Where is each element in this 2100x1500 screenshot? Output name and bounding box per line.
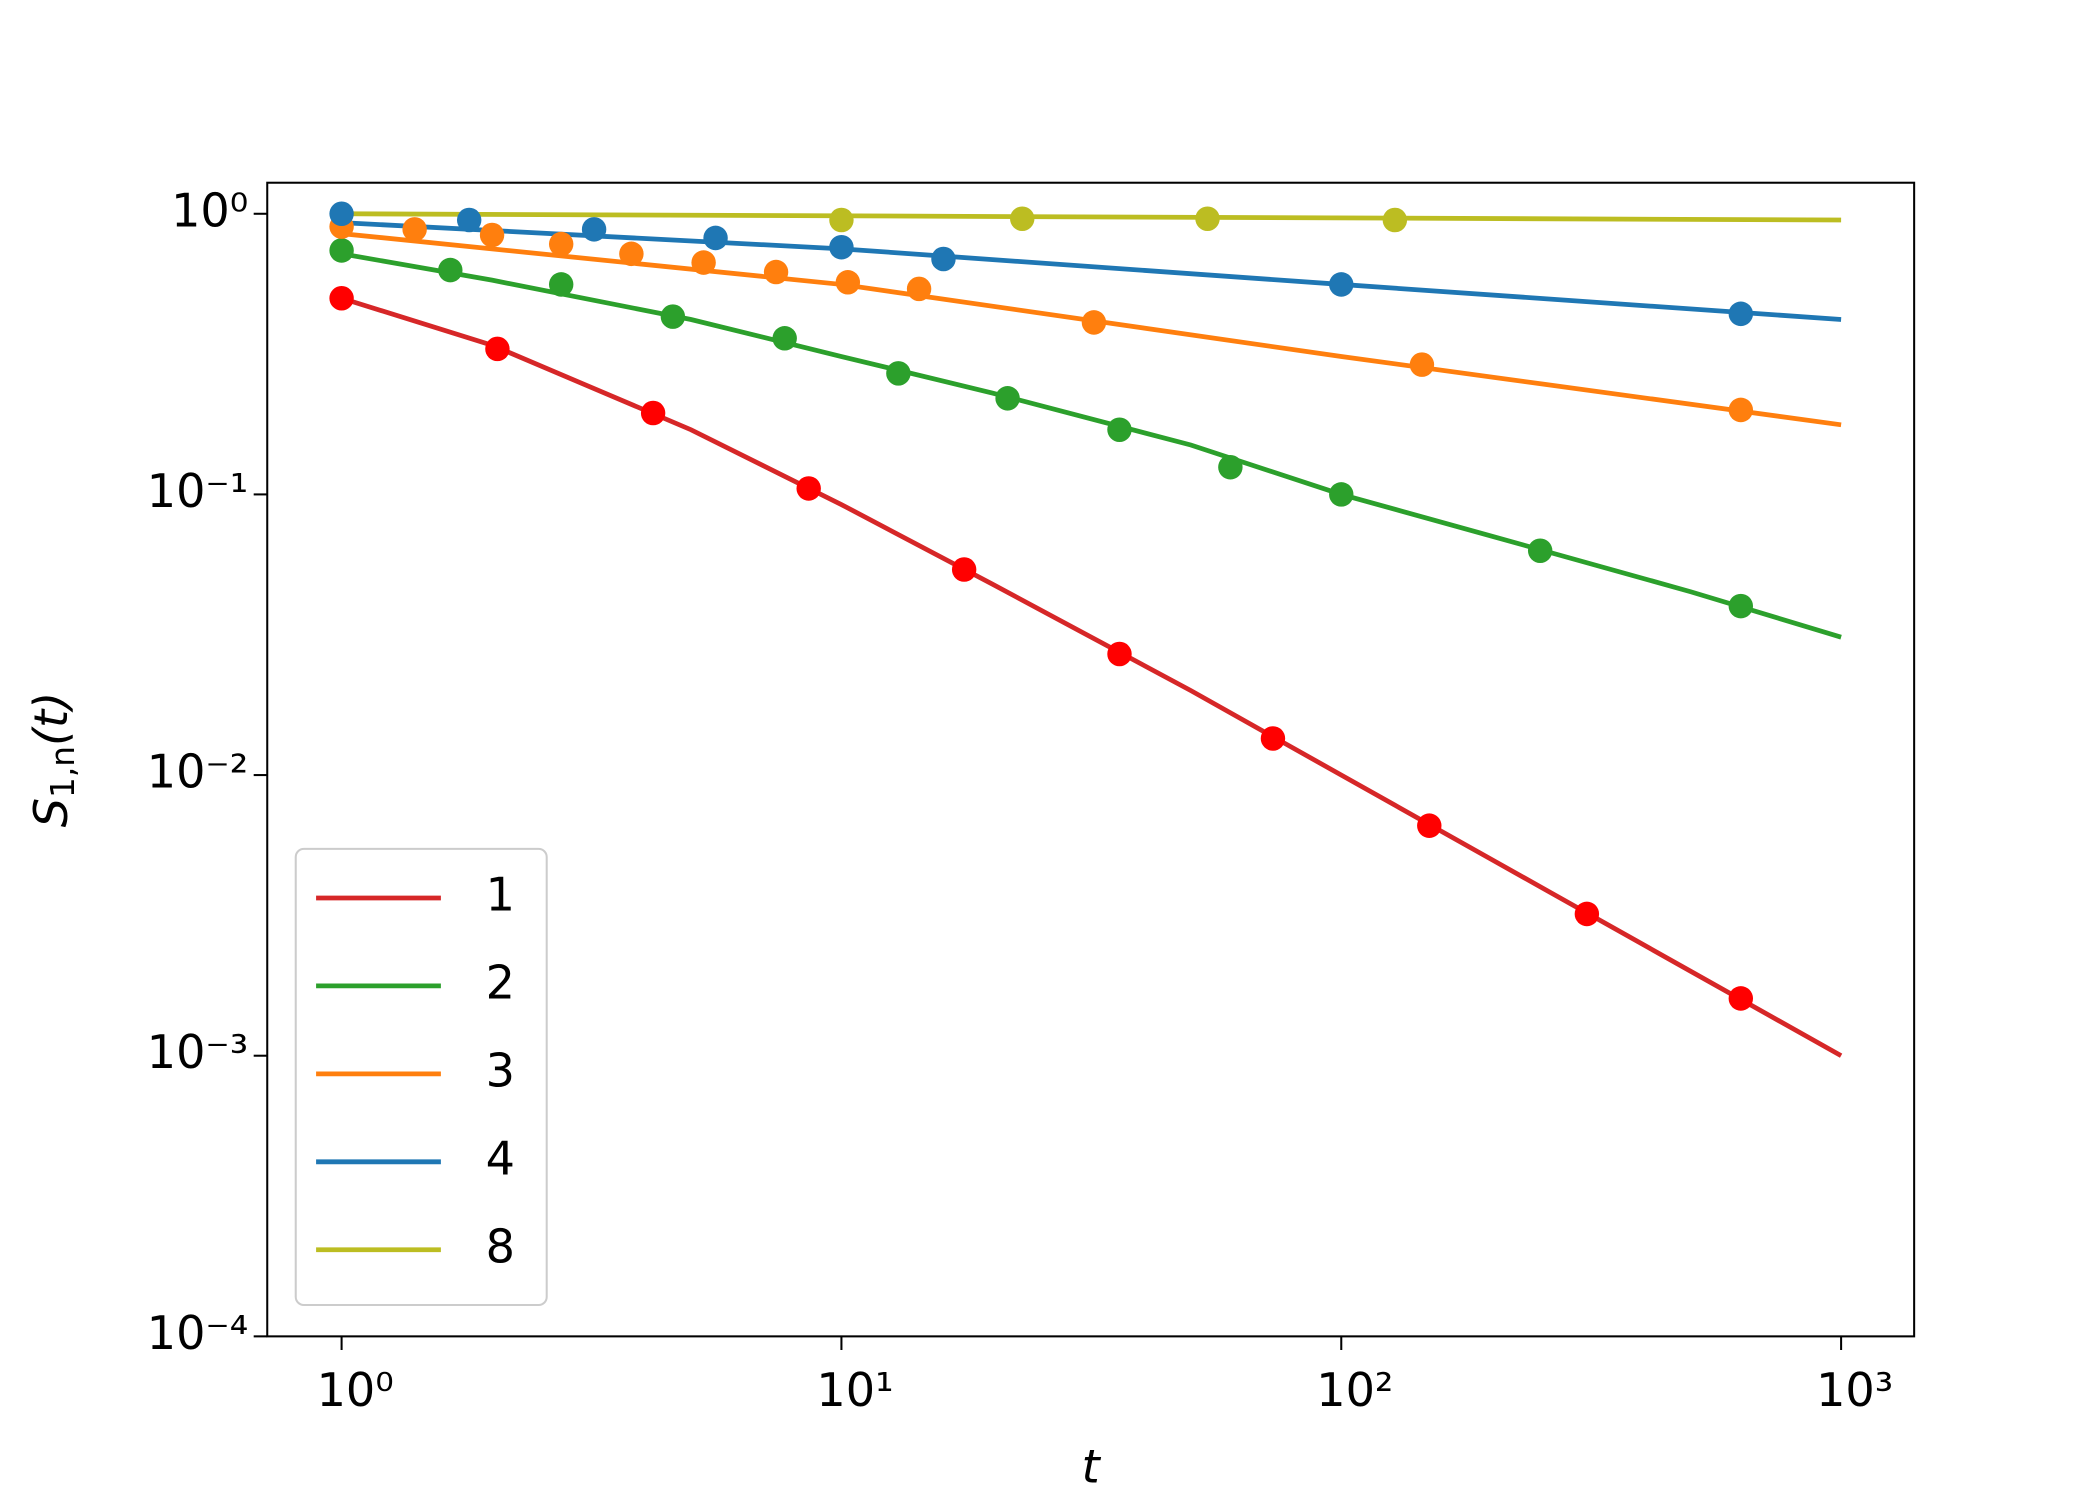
data-point (1574, 901, 1600, 927)
x-tick-label: 10³ (1816, 1363, 1893, 1417)
data-point (548, 231, 574, 257)
data-point (763, 259, 789, 285)
data-point (772, 326, 797, 351)
data-point (485, 336, 510, 362)
data-point (931, 246, 956, 272)
plot-frame (266, 181, 1916, 1338)
legend-box (294, 847, 548, 1307)
data-point (1195, 206, 1220, 232)
data-point (402, 217, 427, 242)
data-point (640, 400, 666, 426)
data-point (1728, 301, 1754, 327)
y-label-tail: (t) (24, 692, 78, 746)
data-point (835, 270, 861, 295)
x-tick-label: 10¹ (816, 1363, 893, 1417)
data-point (1728, 397, 1754, 423)
data-point (1382, 207, 1408, 233)
data-point (456, 207, 482, 233)
data-point (1409, 352, 1435, 377)
data-point (329, 201, 354, 227)
data-point (1107, 641, 1132, 667)
data-point (951, 557, 977, 582)
legend-label: 2 (486, 955, 515, 1009)
x-tick-label: 10⁰ (317, 1363, 394, 1417)
data-point (1329, 482, 1354, 507)
data-point (660, 304, 686, 329)
data-point (1107, 417, 1132, 443)
data-point (1527, 538, 1553, 564)
x-tick-label: 10² (1316, 1363, 1393, 1417)
data-point (796, 476, 821, 501)
data-point (619, 241, 644, 267)
legend-label: 8 (486, 1219, 515, 1273)
data-point (479, 222, 505, 248)
series-line (341, 251, 1842, 640)
data-point (548, 272, 574, 297)
data-point (1081, 310, 1107, 335)
legend-label: 1 (486, 867, 515, 921)
data-point (1728, 986, 1754, 1011)
y-tick-label: 10⁻⁴ (147, 1306, 249, 1360)
data-point (1218, 454, 1243, 480)
y-tick-label: 10⁻³ (147, 1025, 249, 1079)
y-label-sub: 1,n (44, 746, 82, 798)
data-point (581, 217, 607, 242)
data-point (906, 276, 932, 302)
series-line (340, 295, 1843, 1058)
legend-label: 3 (486, 1043, 515, 1097)
data-point (703, 225, 728, 251)
y-axis-label: S1,n(t) (24, 692, 82, 828)
data-point (1417, 813, 1442, 838)
data-point (1728, 593, 1754, 619)
data-point (829, 207, 854, 233)
data-point (829, 234, 854, 260)
y-tick-label: 10⁻² (147, 744, 249, 798)
y-tick-label: 10⁰ (171, 183, 248, 237)
y-label-main: S (24, 798, 78, 827)
data-point (1010, 206, 1035, 232)
data-point (329, 285, 354, 311)
data-point (886, 361, 911, 386)
x-axis-label: t (1082, 1439, 1102, 1493)
data-point (438, 257, 463, 283)
data-point (1260, 726, 1286, 751)
data-point (995, 386, 1020, 411)
y-tick-label: 10⁻¹ (147, 464, 249, 518)
data-point (329, 238, 354, 263)
data-point (691, 250, 716, 275)
data-point (1329, 272, 1354, 297)
legend-label: 4 (486, 1131, 515, 1185)
series-line (341, 211, 1842, 223)
